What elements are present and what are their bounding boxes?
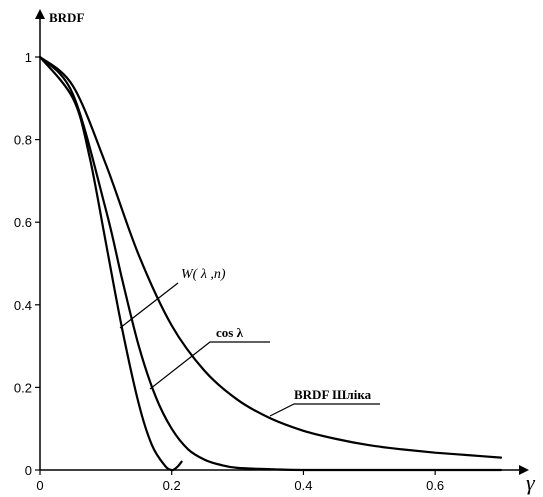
- axis-ticks: 0 0.2 0.4 0.6 0.8 1 0 0.2 0.4 0.6: [14, 50, 444, 493]
- y-tick-label: 0.8: [14, 133, 32, 148]
- annotation-leader: [269, 403, 380, 417]
- x-axis-variable: γ: [526, 470, 536, 495]
- series-line-3: [38, 55, 183, 472]
- y-axis-title: BRDF: [49, 10, 84, 25]
- series-line-2: [38, 55, 503, 472]
- annotation-label: cos λ: [216, 325, 244, 340]
- annotation-leader: [149, 341, 270, 390]
- x-tick-label: 0: [36, 478, 43, 493]
- y-tick-label: 0: [25, 463, 32, 478]
- y-tick-label: 0.4: [14, 298, 32, 313]
- x-tick-label: 0.4: [294, 478, 312, 493]
- x-tick-label: 0.2: [163, 478, 181, 493]
- y-tick-label: 0.6: [14, 215, 32, 230]
- y-tick-label: 0.2: [14, 380, 32, 395]
- y-tick-label: 1: [25, 50, 32, 65]
- annotation-leader: [119, 282, 179, 329]
- annotation-label: BRDF Шліка: [294, 387, 372, 402]
- x-tick-label: 0.6: [426, 478, 444, 493]
- data-curves: [38, 55, 503, 472]
- series-line-1: [38, 55, 503, 459]
- annotation-label: W( λ ,n): [181, 267, 226, 282]
- curve-annotations: W( λ ,n) cos λ BRDF Шліка: [119, 267, 380, 417]
